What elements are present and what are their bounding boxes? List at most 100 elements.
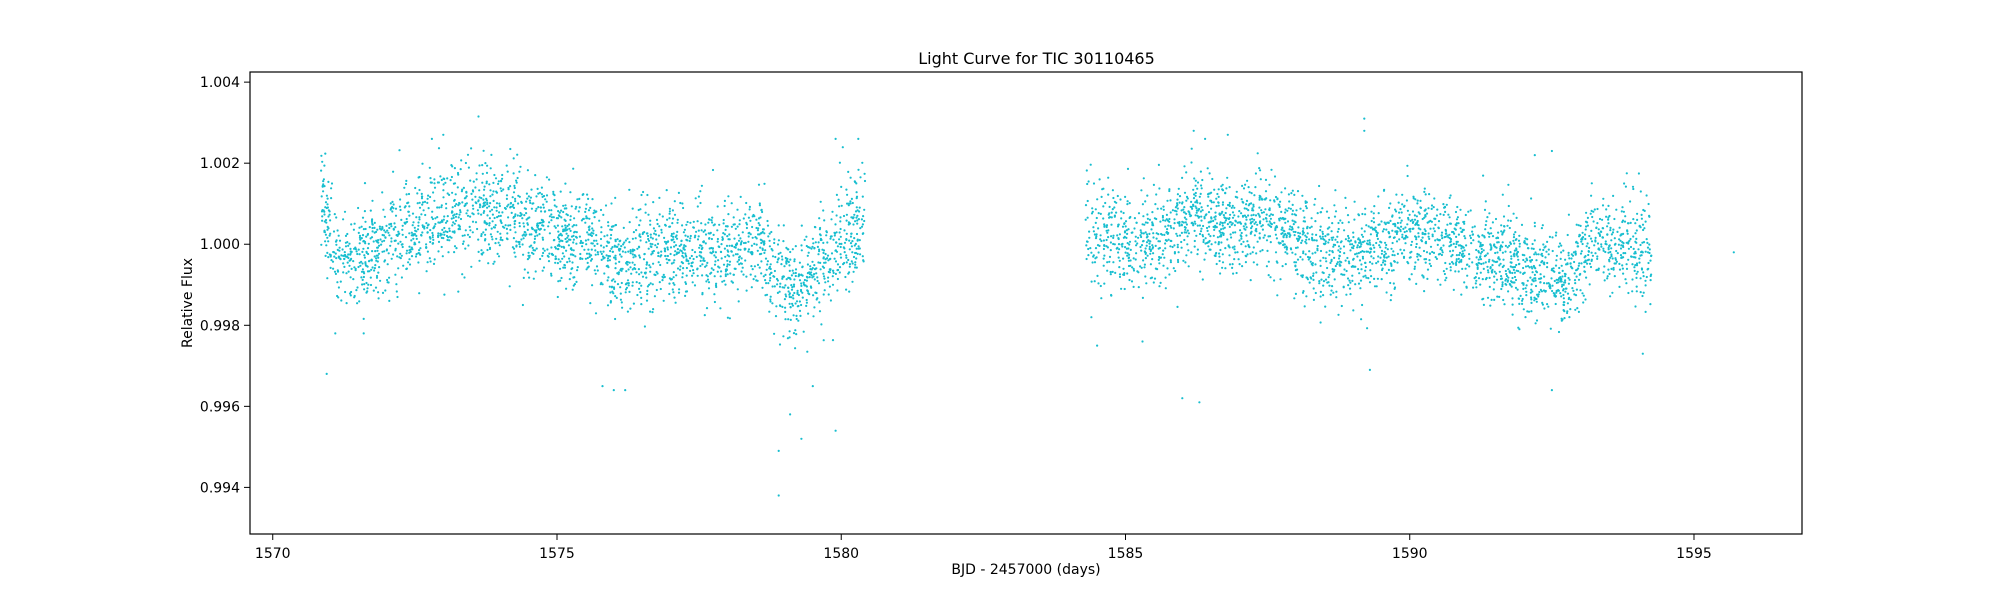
data-point [777, 239, 781, 242]
data-point [395, 290, 398, 293]
data-point [773, 332, 776, 335]
data-point [1221, 201, 1225, 204]
data-point [625, 270, 628, 273]
data-point [522, 222, 525, 225]
data-point [1175, 213, 1178, 216]
data-point [478, 196, 481, 199]
data-point [658, 213, 661, 216]
data-point [525, 212, 528, 215]
data-point [1558, 242, 1562, 245]
data-point [1285, 248, 1288, 251]
data-point [1585, 225, 1588, 228]
data-point [610, 285, 614, 288]
data-point [653, 232, 656, 235]
data-point [1583, 233, 1587, 236]
data-point [356, 252, 359, 256]
data-point [1343, 229, 1346, 232]
data-point [760, 241, 763, 245]
data-point [540, 193, 544, 196]
data-point [1543, 307, 1546, 310]
data-point [1259, 178, 1262, 181]
data-point [708, 247, 711, 250]
data-point [1124, 225, 1127, 228]
data-point [808, 271, 811, 274]
data-point [1573, 279, 1577, 282]
data-point [565, 287, 568, 290]
data-point [552, 216, 555, 219]
data-point [1632, 218, 1635, 221]
data-point [1178, 195, 1182, 198]
data-point [626, 237, 629, 240]
data-point [856, 214, 859, 217]
data-point [1412, 197, 1415, 200]
data-point [639, 208, 642, 211]
data-point [1276, 294, 1279, 297]
data-point [1645, 238, 1648, 241]
data-point [1445, 232, 1448, 235]
data-point [688, 257, 692, 260]
data-point [700, 229, 703, 232]
data-point [1476, 267, 1479, 270]
data-point [1620, 210, 1623, 213]
data-point [1627, 291, 1630, 295]
data-point [350, 257, 353, 260]
data-point [422, 209, 425, 212]
data-point [421, 231, 424, 234]
data-point [1515, 238, 1518, 241]
data-point [420, 195, 424, 198]
data-point [657, 251, 660, 254]
data-point [567, 234, 570, 237]
data-point [1504, 250, 1507, 253]
data-point [692, 269, 695, 272]
data-point [1545, 282, 1548, 285]
data-point [1382, 259, 1385, 262]
data-point [559, 190, 562, 193]
data-point [1281, 226, 1284, 230]
data-point [320, 210, 324, 213]
data-point [783, 265, 786, 268]
data-point [1094, 208, 1097, 211]
data-point [1103, 244, 1106, 247]
data-point [1116, 234, 1119, 237]
data-point [1596, 257, 1599, 260]
data-point [1560, 285, 1564, 288]
data-point [665, 242, 668, 245]
data-point [1088, 230, 1091, 233]
data-point [1567, 254, 1570, 257]
data-point [670, 232, 674, 236]
data-point [560, 234, 564, 237]
data-point [1455, 218, 1459, 221]
data-point [488, 247, 492, 251]
chart-title: Light Curve for TIC 30110465 [918, 49, 1155, 68]
data-point [417, 261, 420, 264]
data-point [1087, 247, 1090, 251]
data-point [670, 278, 674, 281]
data-point [1584, 298, 1587, 301]
data-point [657, 234, 661, 237]
data-point [1380, 263, 1383, 267]
data-point [377, 297, 380, 300]
data-point [1581, 292, 1584, 295]
data-point [1121, 225, 1125, 228]
data-point [1290, 228, 1293, 231]
data-point [1567, 276, 1570, 280]
data-point [793, 291, 796, 295]
data-point [822, 256, 825, 259]
data-point [1347, 237, 1350, 240]
data-point [666, 254, 670, 258]
data-point [330, 259, 333, 262]
data-point [743, 247, 746, 250]
data-point [843, 251, 846, 254]
data-point [1178, 234, 1182, 237]
data-point [1562, 249, 1565, 252]
data-point [1463, 235, 1466, 238]
data-point [1453, 227, 1456, 230]
data-point [550, 253, 554, 256]
data-point [726, 225, 729, 228]
data-point [668, 225, 672, 228]
data-point [1261, 198, 1264, 201]
data-point [376, 260, 379, 263]
data-point [1524, 260, 1527, 263]
data-point [532, 252, 535, 255]
data-point [1601, 218, 1604, 221]
